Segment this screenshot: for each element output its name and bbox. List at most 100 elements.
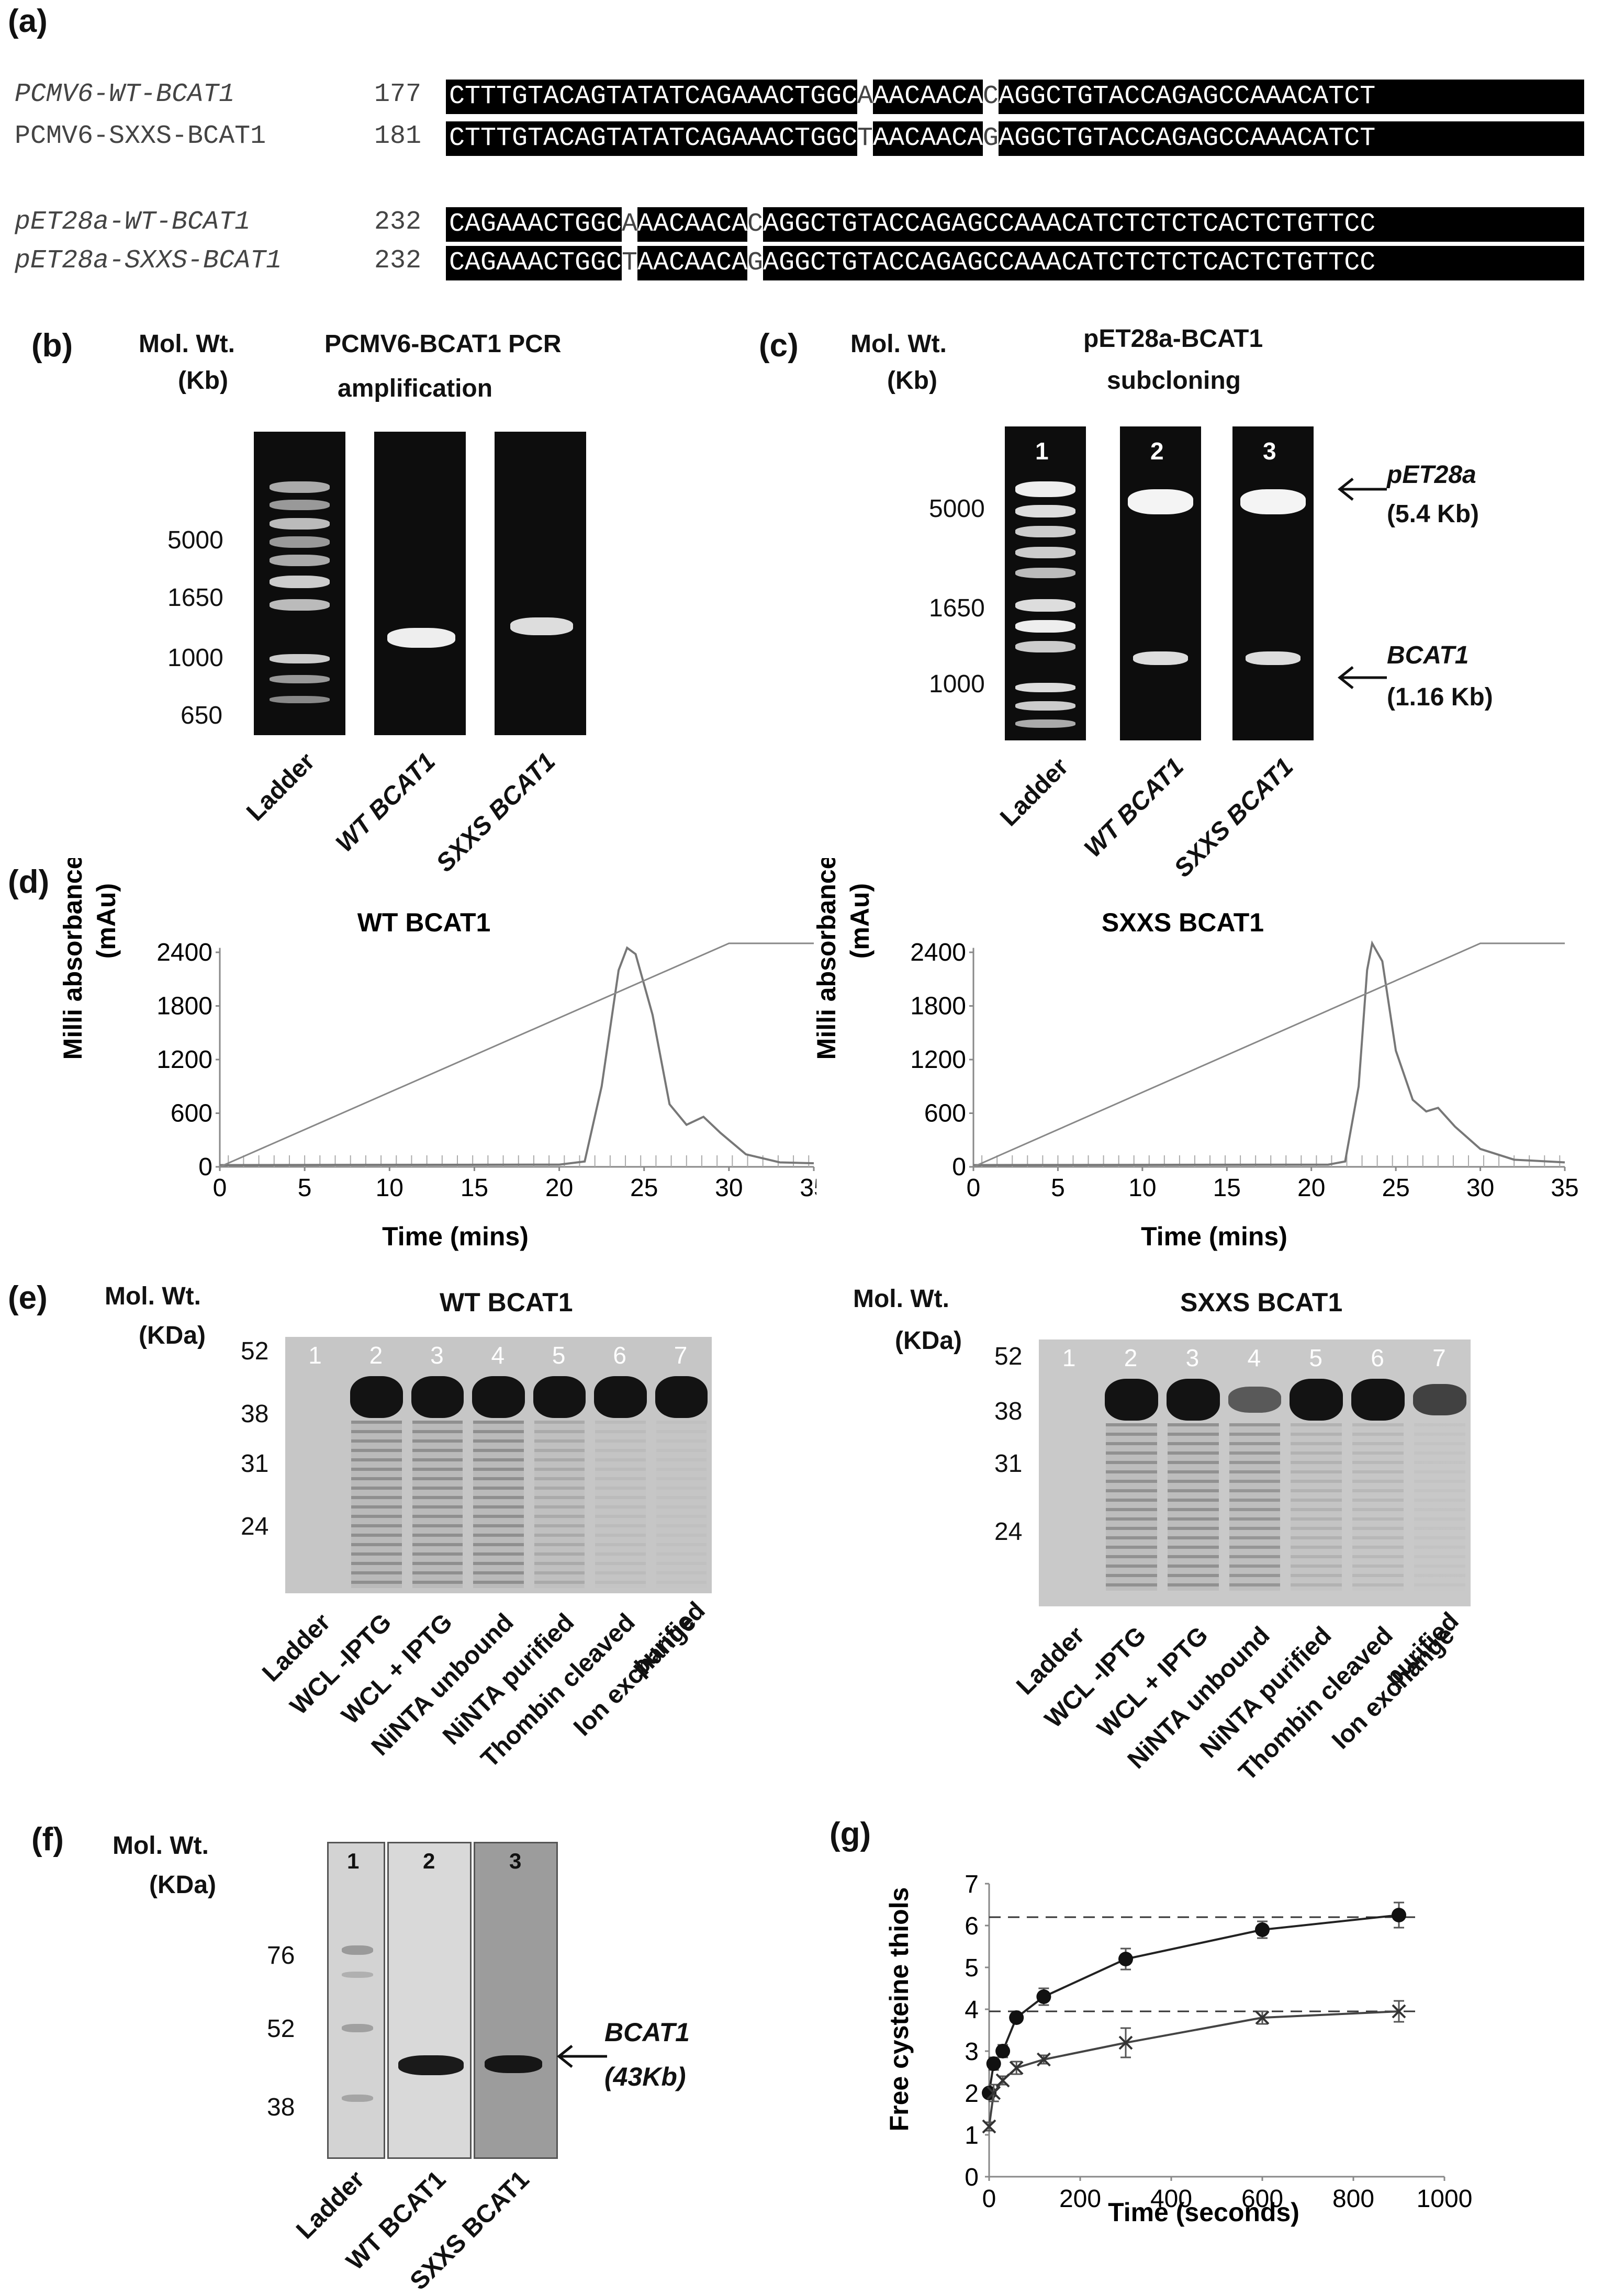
g-xlabel: Time (seconds) — [1108, 2198, 1299, 2227]
data-point-circle — [1255, 1922, 1270, 1937]
e-wt-ladder-38: 38 — [241, 1400, 269, 1428]
protein-band — [1228, 1387, 1282, 1413]
lane-smear — [1291, 1423, 1342, 1591]
c-ann-bcat1-size: (1.16 Kb) — [1387, 683, 1493, 711]
data-point-x — [1118, 2035, 1133, 2050]
f-ladder-76: 76 — [267, 1942, 295, 1969]
f-ladder-38: 38 — [267, 2094, 295, 2121]
x-tick-label: 5 — [1051, 1174, 1065, 1202]
seq-mismatch: T — [857, 121, 873, 156]
e-sxxs-ladder-31: 31 — [994, 1450, 1023, 1478]
f-blot-sxxs: 3 — [474, 1842, 558, 2159]
e-sxxs-ladder-24: 24 — [994, 1518, 1023, 1546]
e-lane-number: 4 — [1247, 1344, 1261, 1371]
f-blot-wt: 2 — [387, 1842, 472, 2159]
seq-text-1: CTTTGTACAGTATATCAGAAACTGGCAAACAACACAGGCT… — [449, 82, 1376, 111]
f-lane-num-1: 1 — [347, 1849, 360, 1873]
data-point-x — [995, 2073, 1010, 2088]
panel-a-label: (a) — [8, 3, 48, 39]
g-ylabel: Free cysteine thiols — [884, 1887, 914, 2132]
y-tick-label: 2400 — [156, 939, 212, 966]
c-arrows — [1337, 478, 1387, 689]
x-tick-label: 5 — [298, 1174, 312, 1202]
b-title-1: PCMV6-BCAT1 PCR — [324, 330, 562, 358]
e-lane-number: 6 — [613, 1342, 626, 1369]
x-tick-label: 10 — [376, 1174, 403, 1202]
f-ann-bcat1: BCAT1 — [604, 2018, 690, 2047]
f-arrow — [556, 2045, 607, 2068]
seq-name-1: PCMV6-WT-BCAT1 — [15, 80, 235, 109]
seq-mismatch: A — [622, 207, 637, 242]
y-tick-label: 600 — [171, 1100, 212, 1128]
c-molwt: Mol. Wt. — [850, 330, 947, 358]
seq-row-3: CAGAAACTGGCAAACAACACAGGCTGTACCAGAGCCAAAC… — [446, 207, 1584, 242]
x-tick-label: 0 — [213, 1174, 227, 1202]
protein-band — [1290, 1379, 1343, 1421]
b-molwt: Mol. Wt. — [139, 330, 235, 358]
e-lane-number: 7 — [674, 1342, 688, 1369]
y-tick-label: 0 — [952, 1153, 966, 1181]
data-point-x — [982, 2119, 996, 2134]
e-molwt: Mol. Wt. — [105, 1282, 201, 1310]
seq-mismatch: G — [983, 121, 999, 156]
y-tick-label: 4 — [965, 1996, 979, 2024]
c-ann-pet28a-size: (5.4 Kb) — [1387, 500, 1479, 528]
d-ylabel-2: Milli absorbance Units — [816, 858, 841, 1060]
y-tick-label: 2 — [965, 2080, 979, 2108]
f-lane-ladder: Ladder — [291, 2165, 370, 2245]
b-lane-ladder: Ladder — [241, 747, 320, 827]
d-xlabel: Time (mins) — [382, 1222, 529, 1251]
e-lane-number: 3 — [1185, 1344, 1200, 1371]
e-wt-ladder-24: 24 — [241, 1513, 269, 1540]
seq-row-2: CTTTGTACAGTATATCAGAAACTGGCTAACAACAGAGGCT… — [446, 121, 1584, 156]
e-wt-ladder-31: 31 — [241, 1450, 269, 1478]
e-unit: (KDa) — [139, 1322, 206, 1349]
protein-band — [533, 1376, 586, 1418]
seq-row-4: CAGAAACTGGCTAACAACAGAGGCTGTACCAGAGCCAAAC… — [446, 246, 1584, 280]
panel-b-label: (b) — [31, 328, 73, 364]
b-ladder-1000: 1000 — [167, 644, 223, 672]
f-molwt: Mol. Wt. — [113, 1832, 209, 1860]
e-wt-lane-7-line2: purified — [625, 1596, 711, 1682]
e-lane-number: 3 — [430, 1342, 444, 1369]
lane-smear — [534, 1421, 585, 1588]
c-title-1: pET28a-BCAT1 — [1083, 325, 1263, 353]
panel-g-label: (g) — [829, 1816, 871, 1852]
x-tick-label: 25 — [1382, 1174, 1409, 1202]
data-point-x — [1392, 2004, 1406, 2019]
x-tick-label: 10 — [1128, 1174, 1156, 1202]
e-lane-number: 2 — [369, 1342, 383, 1369]
y-tick-label: 1800 — [910, 993, 966, 1020]
e-lane-number: 4 — [491, 1342, 505, 1369]
x-tick-label: 800 — [1332, 2185, 1374, 2213]
e-lane-number: 2 — [1124, 1344, 1138, 1371]
gradient-line — [973, 942, 1565, 1168]
lane-smear — [1105, 1423, 1157, 1591]
c-ann-pet28a: pET28a — [1387, 461, 1476, 489]
data-point-circle — [1118, 1952, 1133, 1966]
d-sxxs-title: SXXS BCAT1 — [1102, 908, 1264, 937]
c-gel-wt: 2 — [1120, 426, 1201, 740]
e-sxxs-ladder-52: 52 — [994, 1343, 1023, 1370]
data-point-circle — [1392, 1908, 1406, 1922]
b-lane-wt: WT BCAT1 — [330, 747, 441, 858]
c-title-2: subcloning — [1107, 367, 1241, 395]
panel-d-label: (d) — [8, 864, 50, 900]
seq-mismatch: C — [747, 207, 763, 242]
data-point-circle — [986, 2056, 1001, 2071]
x-tick-label: 15 — [1213, 1174, 1241, 1202]
protein-band — [472, 1376, 525, 1418]
f-lane-num-3: 3 — [509, 1849, 522, 1873]
x-tick-label: 35 — [800, 1174, 816, 1202]
seq-text-3: CAGAAACTGGCAAACAACACAGGCTGTACCAGAGCCAAAC… — [449, 209, 1376, 239]
b-title-2: amplification — [338, 375, 493, 402]
y-tick-label: 1200 — [910, 1046, 966, 1074]
lane-smear — [1229, 1423, 1281, 1591]
lane-smear — [412, 1421, 463, 1588]
seq-text-2: CTTTGTACAGTATATCAGAAACTGGCTAACAACAGAGGCT… — [449, 123, 1376, 153]
x-tick-label: 20 — [1297, 1174, 1325, 1202]
x-tick-label: 600 — [1241, 2185, 1283, 2213]
protein-band — [1166, 1379, 1220, 1421]
f-unit: (KDa) — [149, 1871, 216, 1899]
c-gel-sxxs: 3 — [1232, 426, 1314, 740]
